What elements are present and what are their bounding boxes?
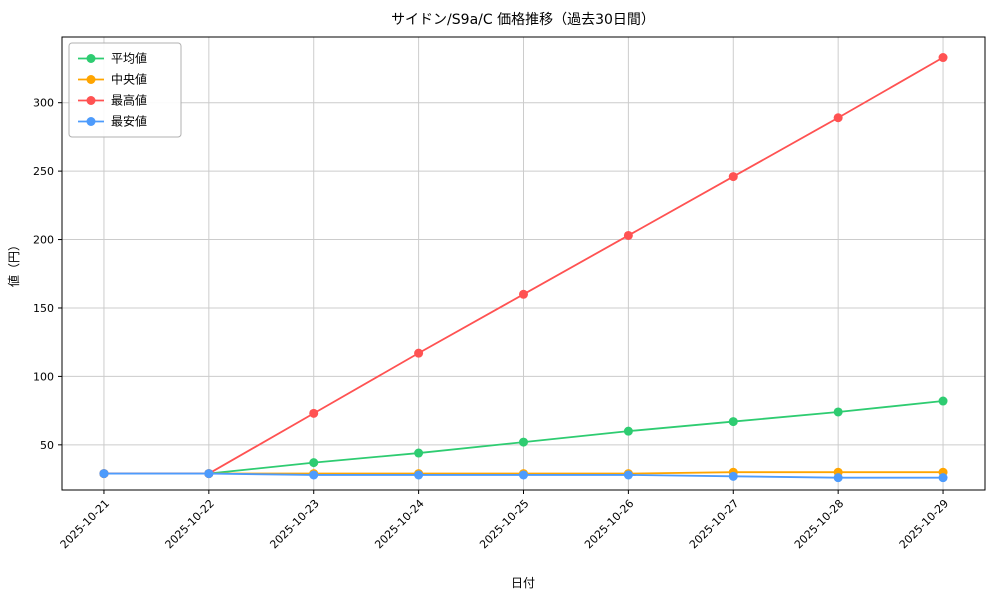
- legend-box: [68, 42, 182, 138]
- x-tick-label: 2025-10-27: [687, 497, 741, 551]
- series-lowest-marker: [938, 473, 948, 483]
- chart-title: サイドン/S9a/C 価格推移（過去30日間）: [391, 12, 655, 28]
- series-lowest-marker: [623, 470, 633, 480]
- series-highest-marker: [833, 113, 843, 123]
- legend-marker-highest: [86, 96, 96, 105]
- series-highest-marker: [938, 53, 948, 63]
- series-lowest-marker: [99, 469, 109, 479]
- series-highest-marker: [414, 348, 424, 358]
- y-axis-label: 値（円）: [6, 239, 21, 287]
- series-average-marker: [938, 396, 948, 406]
- grid-layer: [62, 37, 985, 490]
- series-average-marker: [309, 458, 319, 468]
- legend-label-median: 中央値: [111, 72, 147, 87]
- series-average-marker: [728, 417, 738, 427]
- legend-marker-lowest: [86, 117, 96, 126]
- series-layer: [99, 53, 948, 483]
- x-tick-label: 2025-10-23: [267, 497, 321, 551]
- x-tick-label: 2025-10-26: [582, 497, 636, 551]
- x-axis-label: 日付: [511, 576, 535, 590]
- x-tick-label: 2025-10-22: [163, 497, 217, 551]
- series-average-marker: [623, 426, 633, 436]
- series-lowest-marker: [728, 471, 738, 481]
- y-tick-label: 100: [33, 370, 54, 383]
- series-lowest: [99, 469, 948, 483]
- series-lowest-marker: [204, 469, 214, 479]
- y-tick-label: 50: [40, 439, 54, 452]
- series-lowest-marker: [833, 473, 843, 483]
- series-highest-marker: [519, 289, 528, 299]
- y-tick-label: 250: [33, 165, 54, 178]
- legend-marker-average: [86, 54, 96, 63]
- y-tick-label: 200: [33, 234, 54, 247]
- series-highest-marker: [309, 408, 319, 418]
- series-lowest-marker: [309, 470, 319, 480]
- x-tick-label: 2025-10-25: [477, 497, 531, 551]
- legend-label-highest: 最高値: [111, 93, 147, 108]
- legend-label-lowest: 最安値: [111, 114, 147, 129]
- series-highest-marker: [728, 172, 738, 182]
- series-highest-marker: [623, 230, 633, 240]
- series-lowest-marker: [414, 470, 424, 480]
- x-tick-label: 2025-10-29: [897, 497, 951, 551]
- x-tick-label: 2025-10-21: [58, 497, 112, 551]
- series-average-marker: [519, 437, 528, 447]
- y-tick-label: 300: [33, 97, 54, 110]
- series-average-marker: [833, 407, 843, 417]
- series-average-marker: [414, 448, 424, 458]
- x-tick-label: 2025-10-28: [792, 497, 846, 551]
- x-tick-label: 2025-10-24: [372, 497, 426, 551]
- legend-label-average: 平均値: [111, 51, 147, 66]
- legend-marker-median: [86, 75, 96, 84]
- y-tick-label: 150: [33, 302, 54, 315]
- series-lowest-marker: [519, 470, 528, 480]
